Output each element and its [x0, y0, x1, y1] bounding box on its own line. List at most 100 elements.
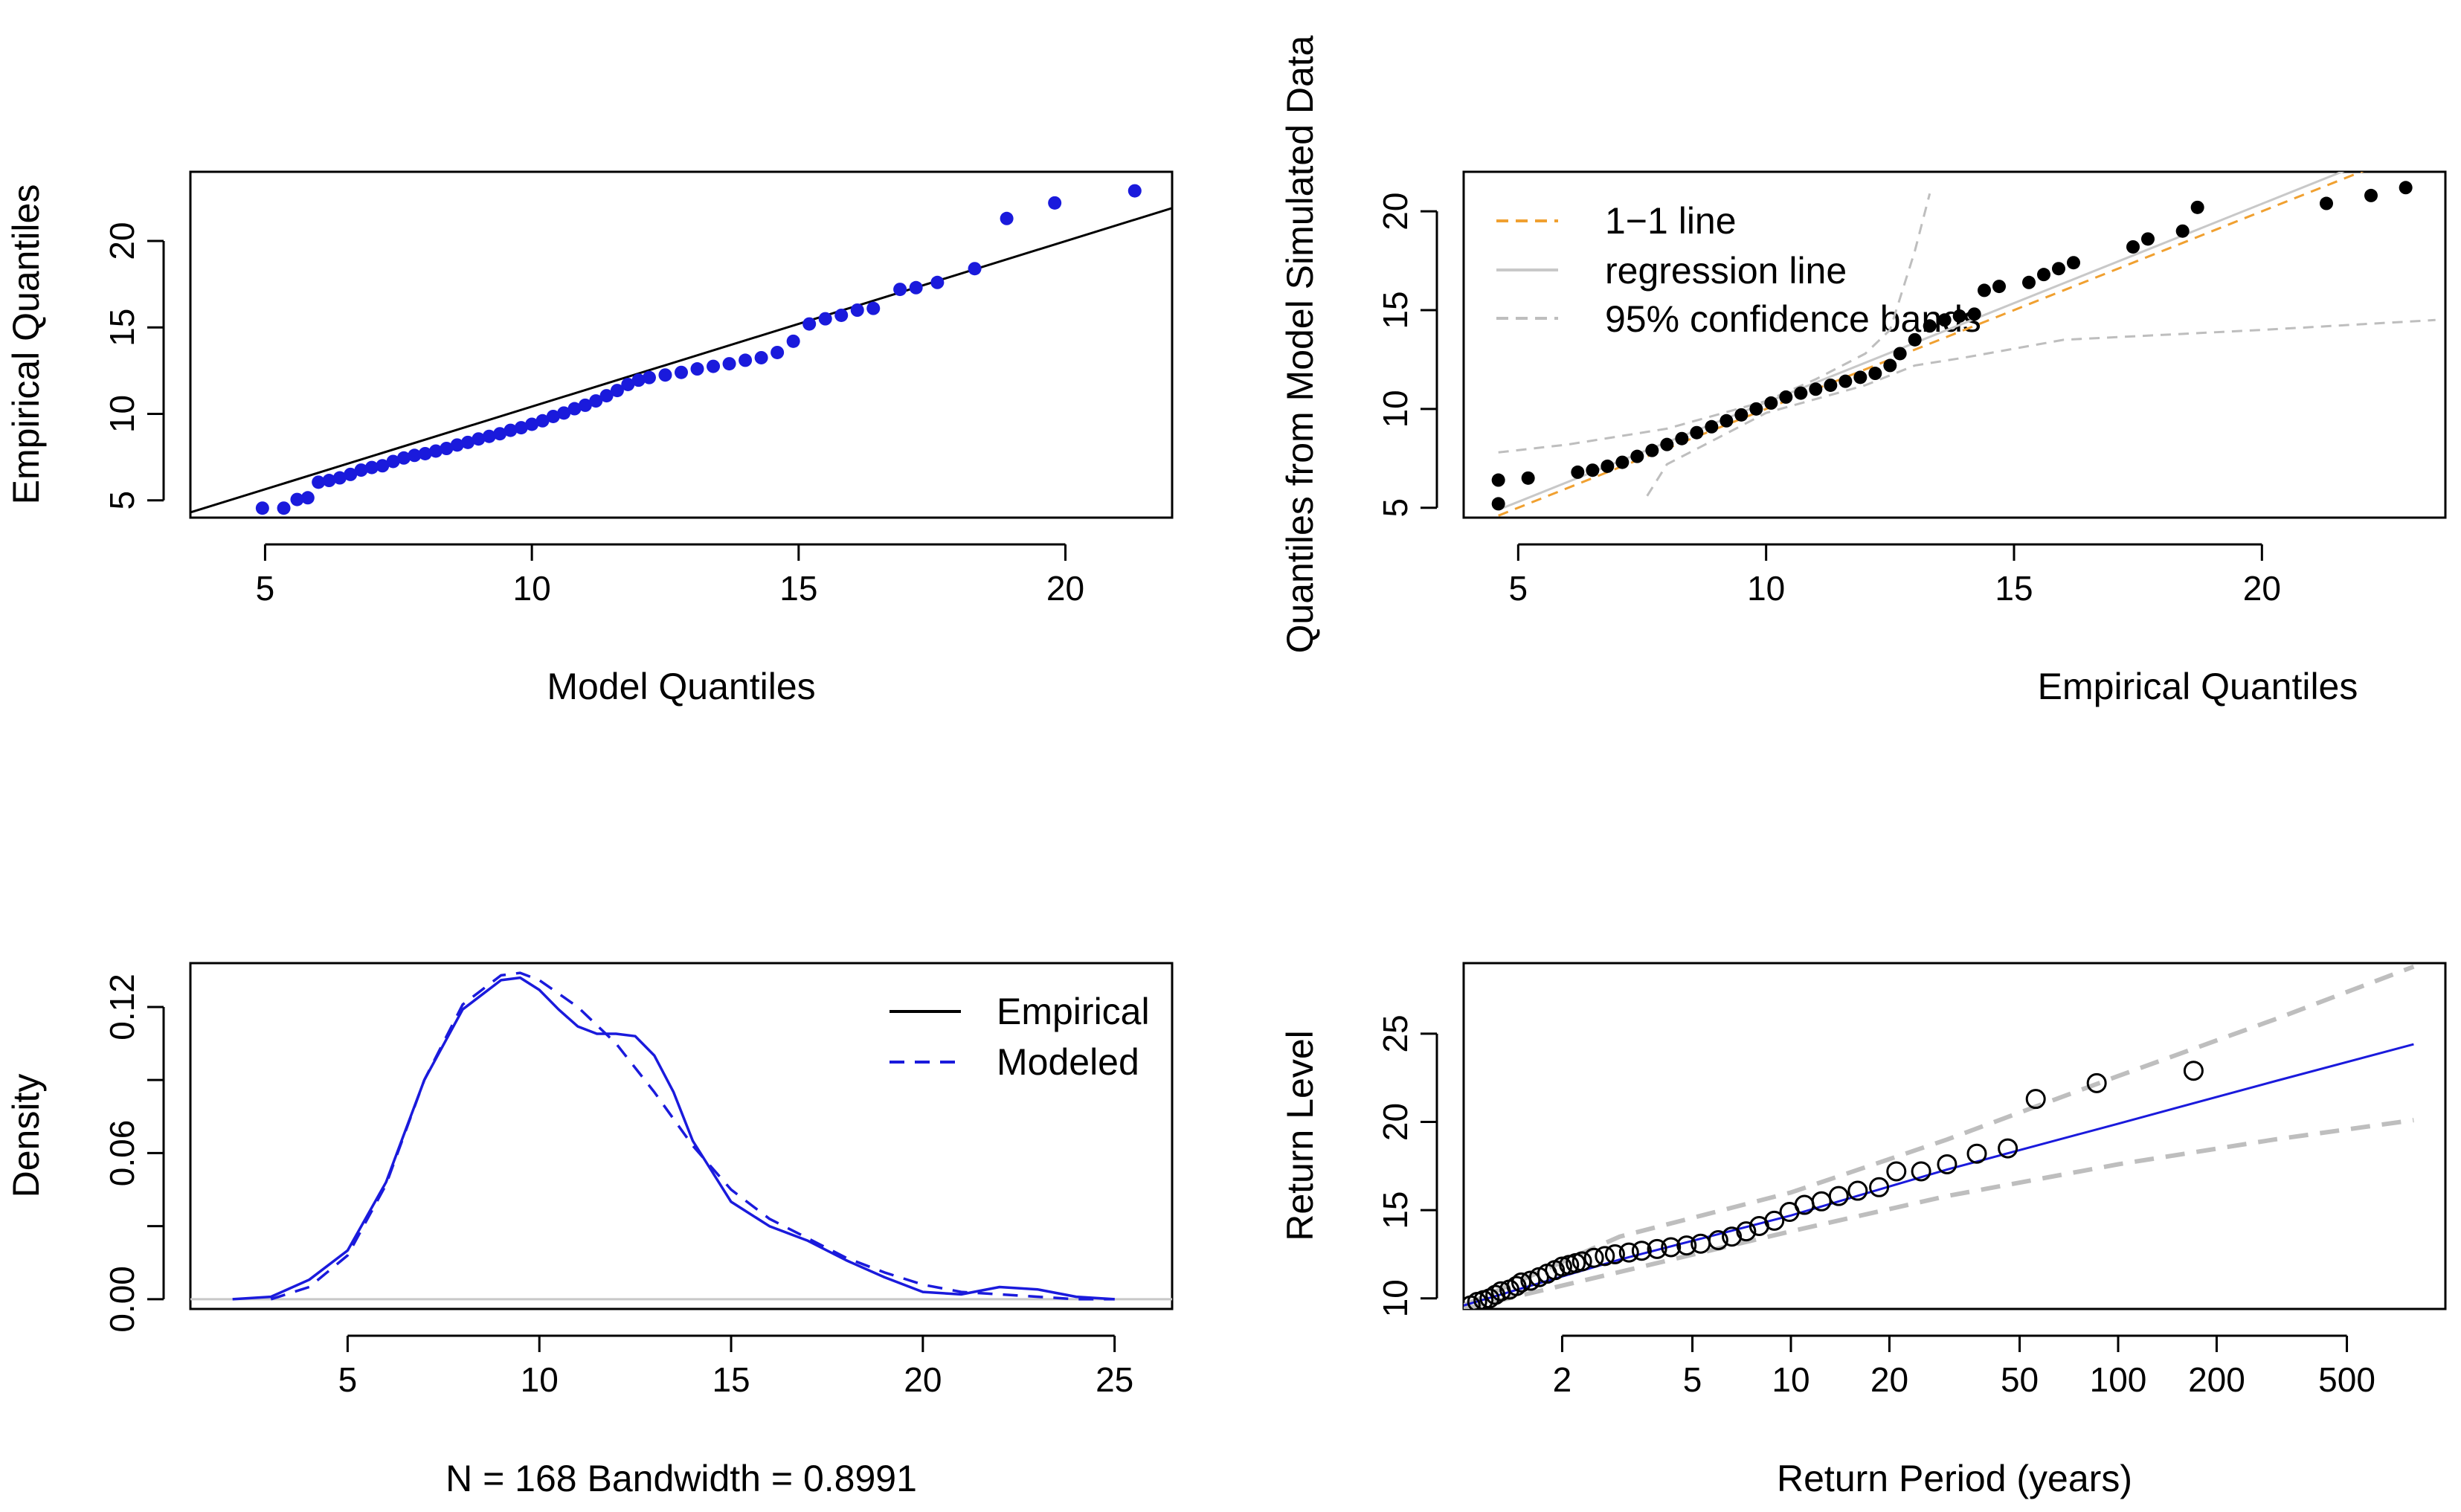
- qq-model-point: [322, 474, 336, 488]
- qq-simulated-point: [1883, 358, 1897, 373]
- qq-simulated-point: [2126, 239, 2140, 254]
- qq-model-y-tick-label: 10: [103, 395, 141, 433]
- density-x-tick-label: 10: [521, 1360, 559, 1399]
- return-level-point: [1506, 1275, 1527, 1296]
- return-level-band-upper: [1464, 964, 2415, 1308]
- qq-model-point: [312, 475, 326, 489]
- qq-model-point: [1048, 196, 1062, 210]
- qq-simulated-band-lower: [1646, 318, 2436, 497]
- qq-model-point: [504, 423, 518, 437]
- qq-simulated-point: [1779, 390, 1793, 404]
- qq-simulated-point: [1824, 378, 1838, 392]
- return-level-point: [1869, 1177, 1890, 1197]
- qq-model-point: [578, 398, 592, 412]
- density-y-tick-label: 0.06: [103, 1120, 141, 1187]
- qq-simulated-point: [1809, 382, 1823, 396]
- legend-one-to-one-label: 1−1 line: [1605, 200, 1737, 242]
- density-x-tick-label: 15: [712, 1360, 750, 1399]
- density-series-modeled: [270, 971, 1115, 1301]
- return-level-plot-frame: [1462, 962, 2447, 1310]
- density-plot-area: [190, 971, 1172, 1301]
- qq-simulated-legend: 1−1 line regression line 95% confidence …: [1496, 200, 1981, 340]
- legend-regression-label: regression line: [1605, 250, 1847, 292]
- qq-model-point: [408, 448, 422, 463]
- qq-model-point: [567, 402, 582, 416]
- qq-model-point: [450, 438, 464, 452]
- qq-model-reference-line: [190, 207, 1172, 514]
- qq-simulated-point: [1838, 374, 1853, 388]
- qq-simulated-x-tick-label: 15: [1995, 569, 2033, 608]
- qq-simulated-plot-frame: [1462, 170, 2447, 519]
- density-x-tick-label: 20: [904, 1360, 942, 1399]
- return-level-point: [1595, 1246, 1615, 1267]
- qq-model-point: [429, 444, 443, 458]
- return-level-point: [1631, 1241, 1652, 1261]
- panel-return-level: Return Period (years) Return Level 2 5 10 2…: [1279, 962, 2447, 1499]
- qq-simulated-point: [1967, 307, 1981, 321]
- qq-simulated-point: [2067, 256, 2080, 270]
- qq-model-point: [818, 312, 832, 326]
- return-level-point: [1847, 1180, 1868, 1201]
- return-level-x-axis-label: Return Period (years): [1777, 1458, 2132, 1499]
- return-level-point: [1511, 1272, 1531, 1293]
- qq-model-point: [930, 275, 945, 289]
- qq-simulated-y-tick-label: 5: [1376, 498, 1415, 518]
- qq-model-point: [364, 460, 379, 474]
- density-y-axis-label: Density: [5, 1074, 47, 1198]
- qq-simulated-point: [2022, 275, 2036, 289]
- return-level-point: [1583, 1247, 1604, 1268]
- return-level-point: [1485, 1284, 1506, 1305]
- qq-simulated-x-tick-label: 20: [2243, 569, 2281, 608]
- qq-model-point: [493, 427, 507, 441]
- qq-model-point: [418, 446, 432, 460]
- return-level-point: [1676, 1235, 1697, 1256]
- qq-model-point: [535, 414, 550, 428]
- qq-model-point: [440, 442, 454, 455]
- return-level-point: [1647, 1238, 1667, 1259]
- qq-model-point: [482, 429, 496, 443]
- panel-qq-simulated: Empirical Quantiles Quantiles from Model…: [1279, 35, 2447, 707]
- qq-simulated-x-tick-label: 5: [1509, 569, 1528, 608]
- qq-simulated-point: [1868, 367, 1882, 381]
- return-level-point: [1661, 1237, 1682, 1258]
- legend-empirical-label: Empirical: [997, 991, 1150, 1032]
- qq-model-point: [472, 432, 486, 446]
- qq-model-point: [290, 492, 304, 506]
- density-series-empirical: [232, 976, 1115, 1301]
- qq-model-point: [386, 454, 400, 469]
- qq-model-point: [354, 463, 368, 477]
- qq-simulated-y-tick-label: 15: [1376, 291, 1415, 329]
- qq-model-point: [255, 501, 269, 515]
- qq-simulated-point: [1705, 419, 1719, 434]
- density-plot-frame: [189, 962, 1174, 1310]
- qq-simulated-point: [1630, 449, 1644, 463]
- qq-simulated-point: [1601, 459, 1615, 473]
- density-y-tick-label: 0.12: [103, 974, 141, 1040]
- qq-simulated-point: [2399, 181, 2413, 195]
- return-level-point: [1911, 1161, 1931, 1182]
- qq-model-point: [610, 384, 624, 398]
- qq-simulated-point: [2037, 268, 2050, 282]
- qq-model-point: [866, 301, 881, 315]
- qq-simulated-point: [2175, 224, 2190, 238]
- return-level-point: [1937, 1154, 1957, 1174]
- qq-simulated-point: [1521, 471, 1535, 485]
- legend-modeled-label: Modeled: [997, 1041, 1139, 1083]
- qq-simulated-point: [2320, 196, 2333, 210]
- qq-model-x-tick-label: 15: [779, 569, 817, 608]
- qq-model-x-tick-label: 20: [1046, 569, 1084, 608]
- qq-simulated-point: [1937, 313, 1952, 327]
- qq-model-point: [642, 370, 656, 385]
- return-level-point: [1886, 1161, 1907, 1182]
- return-level-y-tick-label: 25: [1376, 1014, 1415, 1052]
- return-level-point: [1618, 1242, 1639, 1263]
- return-level-point: [1604, 1244, 1625, 1264]
- return-level-point: [1736, 1221, 1757, 1242]
- qq-model-point: [300, 491, 315, 505]
- qq-model-point: [277, 501, 291, 515]
- panel-qq-model: Model Quantiles Empirical Quantiles 5 10 1…: [5, 170, 1174, 707]
- density-x-axis-label: N = 168 Bandwidth = 0.8991: [445, 1458, 917, 1499]
- density-x-tick-label: 25: [1096, 1360, 1133, 1399]
- qq-model-point: [631, 373, 646, 387]
